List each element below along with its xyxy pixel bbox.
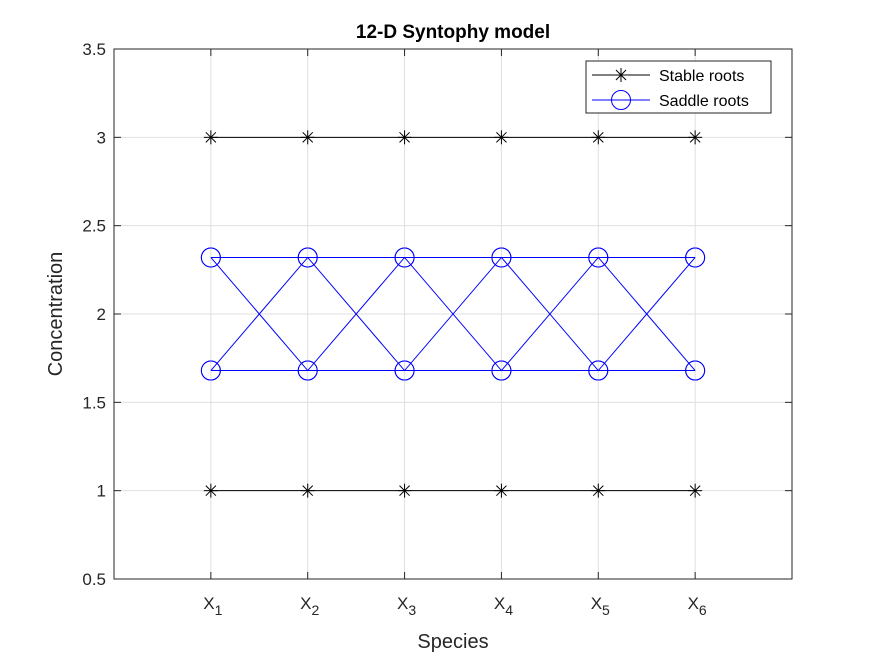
- data-point: [200, 360, 221, 381]
- data-point: [394, 247, 415, 268]
- data-point: [494, 130, 509, 145]
- x-tick-label-subscript: 2: [311, 602, 319, 618]
- data-point: [588, 360, 609, 381]
- data-point: [591, 130, 606, 145]
- x-tick-label: X3: [397, 594, 416, 618]
- legend-label: Stable roots: [659, 68, 744, 85]
- x-tick-label-base: X: [688, 594, 699, 613]
- legend-marker: [614, 68, 628, 82]
- x-tick-label-base: X: [591, 594, 602, 613]
- data-point: [394, 360, 415, 381]
- x-tick-label-base: X: [203, 594, 214, 613]
- data-point: [688, 483, 703, 498]
- asterisk-stroke: [689, 485, 701, 497]
- data-point: [300, 483, 315, 498]
- x-tick-label-base: X: [494, 594, 505, 613]
- data-point: [688, 130, 703, 145]
- x-tick-label: X6: [688, 594, 707, 618]
- asterisk-stroke: [592, 131, 604, 143]
- ticks: 0.511.522.533.5X1 X2 X3 X4 X5 X6: [82, 40, 792, 618]
- asterisk-stroke: [205, 485, 217, 497]
- y-tick-label: 3: [97, 128, 106, 147]
- asterisk-stroke: [302, 485, 314, 497]
- x-tick-label: X5: [591, 594, 610, 618]
- series-line: [210, 256, 696, 372]
- legend-label: Saddle roots: [659, 93, 749, 110]
- y-tick-label: 3.5: [82, 40, 106, 59]
- series-layer: [200, 130, 706, 498]
- data-point: [685, 247, 706, 268]
- x-tick-label-subscript: 6: [699, 602, 707, 618]
- series-stable-roots: [203, 130, 703, 498]
- x-axis-label: Species: [417, 631, 488, 653]
- asterisk-stroke: [592, 485, 604, 497]
- data-point: [491, 360, 512, 381]
- y-tick-label: 0.5: [82, 570, 106, 589]
- data-point: [300, 130, 315, 145]
- data-point: [397, 483, 412, 498]
- x-tick-label-subscript: 4: [505, 602, 513, 618]
- asterisk-stroke: [615, 69, 627, 81]
- x-tick-label: X1: [203, 594, 222, 618]
- data-point: [203, 483, 218, 498]
- data-point: [491, 247, 512, 268]
- data-point: [588, 247, 609, 268]
- asterisk-stroke: [689, 131, 701, 143]
- asterisk-stroke: [496, 485, 507, 497]
- y-axis-label: Concentration: [45, 252, 67, 377]
- y-tick-label: 2: [97, 305, 106, 324]
- asterisk-stroke: [496, 131, 507, 143]
- legend-marker: [611, 90, 631, 110]
- x-tick-label-subscript: 5: [602, 602, 610, 618]
- asterisk-stroke: [302, 131, 314, 143]
- legend: Stable roots Saddle roots: [585, 60, 772, 114]
- series-saddle-roots: [200, 247, 706, 381]
- x-tick-label: X2: [300, 594, 319, 618]
- y-tick-label: 1: [97, 482, 106, 501]
- data-point: [203, 130, 218, 145]
- chart-title: 12-D Syntophy model: [356, 22, 550, 43]
- data-point: [685, 360, 706, 381]
- x-tick-label: X4: [494, 594, 513, 618]
- x-tick-label-subscript: 1: [215, 602, 223, 618]
- data-point: [397, 130, 412, 145]
- asterisk-stroke: [399, 485, 410, 497]
- legend-box: [585, 60, 772, 114]
- data-point: [297, 360, 318, 381]
- asterisk-stroke: [399, 131, 410, 143]
- data-point: [297, 247, 318, 268]
- x-tick-label-subscript: 3: [408, 602, 416, 618]
- y-tick-label: 2.5: [82, 217, 106, 236]
- y-tick-label: 1.5: [82, 393, 106, 412]
- x-tick-label-base: X: [397, 594, 408, 613]
- x-tick-label-base: X: [300, 594, 311, 613]
- data-point: [494, 483, 509, 498]
- asterisk-stroke: [205, 131, 217, 143]
- data-point: [591, 483, 606, 498]
- data-point: [200, 247, 221, 268]
